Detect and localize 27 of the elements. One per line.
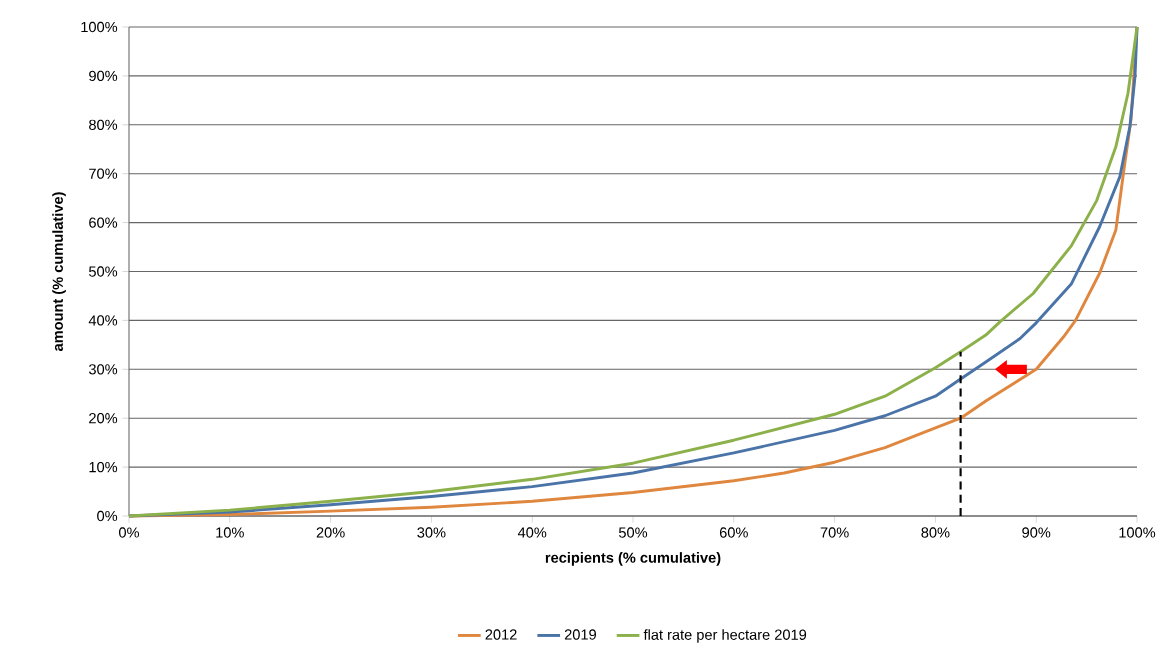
- y-tick-label: 90%: [89, 70, 118, 82]
- y-tick-label: 100%: [81, 21, 118, 33]
- y-tick-label: 60%: [89, 217, 118, 228]
- y-tick-label: 70%: [89, 168, 118, 179]
- y-tick-label: 20%: [89, 413, 118, 424]
- x-tick-label: 70%: [820, 527, 849, 538]
- y-tick-label: 0%: [97, 510, 118, 522]
- x-tick-label: 10%: [216, 527, 244, 538]
- x-tick-label: 80%: [921, 527, 950, 538]
- legend-label: 2012: [485, 629, 517, 640]
- x-tick-label: 40%: [517, 527, 547, 538]
- y-axis-title: amount (% cumulative): [52, 192, 66, 352]
- x-tick-label: 50%: [618, 527, 648, 538]
- y-tick-label: 80%: [89, 119, 118, 130]
- x-tick-label: 100%: [1119, 527, 1156, 538]
- x-tick-label: 30%: [417, 527, 446, 538]
- y-tick-label: 40%: [88, 315, 118, 326]
- x-axis-title: recipients (% cumulative): [545, 552, 721, 566]
- x-tick-label: 0%: [119, 527, 140, 538]
- y-tick-label: 30%: [88, 364, 118, 375]
- x-tick-label: 20%: [316, 527, 345, 538]
- y-tick-label: 10%: [89, 461, 118, 473]
- legend-label: flat rate per hectare 2019: [643, 629, 807, 643]
- x-tick-label: 90%: [1022, 527, 1051, 538]
- y-tick-label: 50%: [89, 266, 118, 277]
- legend-label: 2019: [564, 629, 596, 640]
- x-tick-label: 60%: [719, 527, 748, 538]
